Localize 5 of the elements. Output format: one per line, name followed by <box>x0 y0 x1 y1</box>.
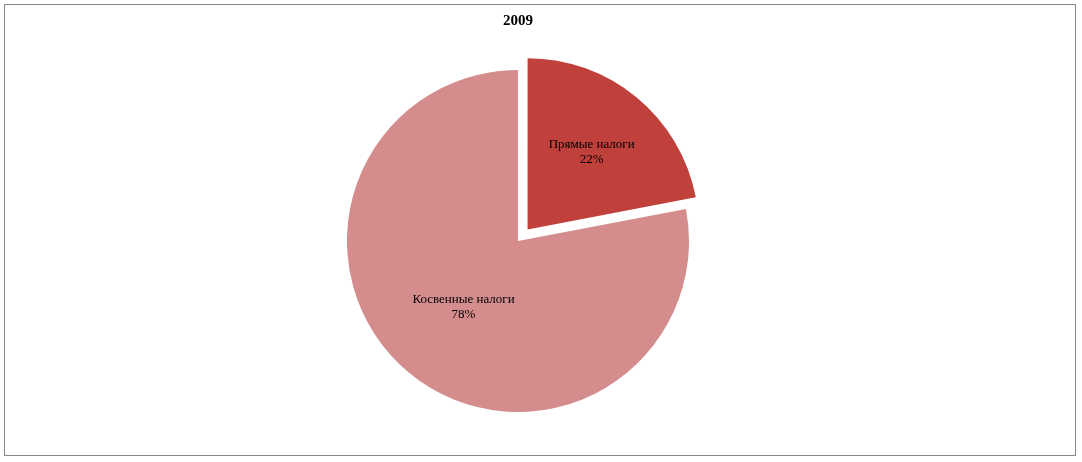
chart-title: 2009 <box>503 11 533 28</box>
data-label: 78% <box>451 305 476 321</box>
slice-label: Прямые налоги <box>548 135 635 151</box>
slice-label: Косвенные налоги <box>412 290 515 306</box>
data-label: 22% <box>579 150 604 166</box>
